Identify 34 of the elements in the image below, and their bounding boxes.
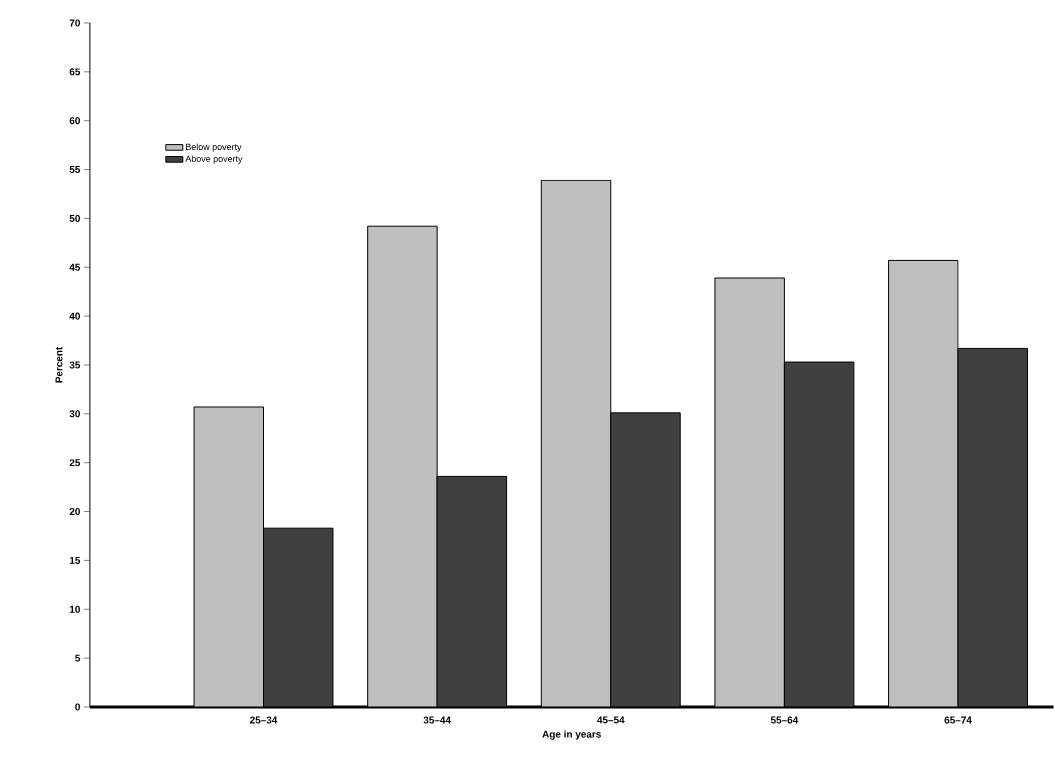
bar xyxy=(367,225,438,708)
y-tick-label: 30 xyxy=(69,410,80,418)
bar xyxy=(263,527,334,708)
y-tick-label: 55 xyxy=(69,166,81,174)
bar xyxy=(193,406,265,708)
y-tick-label: 0 xyxy=(75,703,80,711)
x-tick-label: 35–44 xyxy=(423,716,451,724)
y-tick-label: 65 xyxy=(69,68,81,76)
y-axis-title: Percent xyxy=(55,346,63,383)
y-tick-label: 10 xyxy=(69,605,80,613)
y-tick-label: 60 xyxy=(69,117,80,125)
x-tick-label: 55–64 xyxy=(770,716,799,724)
bar xyxy=(783,361,855,708)
legend-label: Below poverty xyxy=(186,143,242,152)
y-tick-label: 25 xyxy=(69,459,81,467)
y-tick-label: 40 xyxy=(69,312,80,320)
bar xyxy=(714,277,785,708)
bar xyxy=(888,259,959,708)
x-tick-label: 65–74 xyxy=(944,716,972,724)
bar xyxy=(957,347,1028,708)
bar xyxy=(610,412,681,708)
y-tick-label: 35 xyxy=(69,361,81,369)
y-tick-label: 20 xyxy=(69,508,80,516)
bar xyxy=(436,475,508,708)
bar xyxy=(540,179,612,708)
legend-label: Above poverty xyxy=(185,155,243,164)
y-tick-label: 5 xyxy=(75,654,81,662)
y-tick-label: 45 xyxy=(69,263,81,271)
y-tick-label: 15 xyxy=(69,556,81,564)
x-axis-title: Age in years xyxy=(542,730,601,740)
y-tick-label: 50 xyxy=(69,214,80,222)
x-tick-label: 25–34 xyxy=(250,716,278,724)
x-tick-label: 45–54 xyxy=(597,716,625,724)
y-tick-label: 70 xyxy=(69,19,80,27)
